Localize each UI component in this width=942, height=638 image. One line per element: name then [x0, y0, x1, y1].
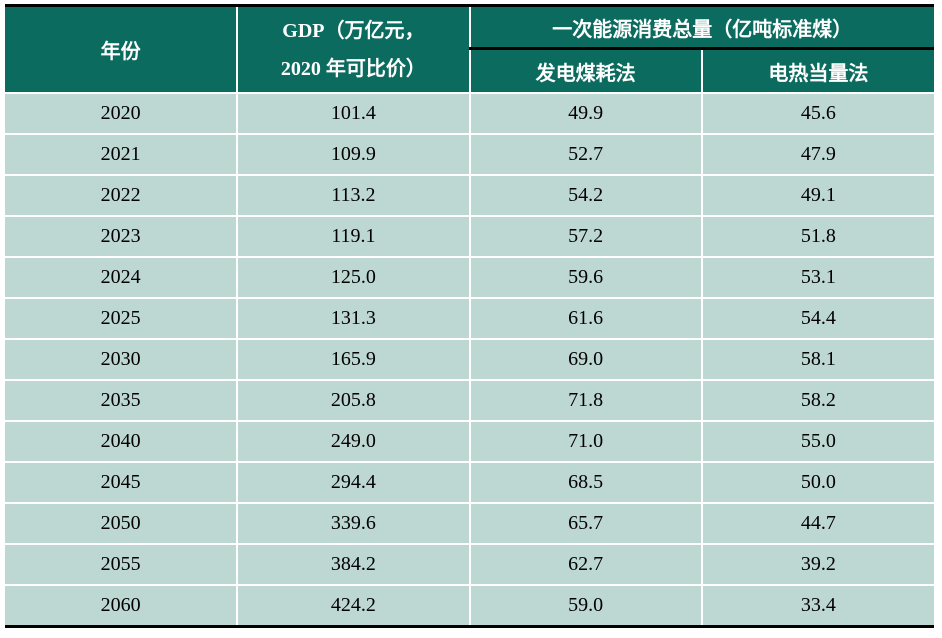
year-cell: 2030 — [5, 338, 239, 381]
coal-cell: 49.9 — [468, 92, 703, 135]
gdp-cell: 339.6 — [236, 502, 471, 545]
year-cell: 2050 — [5, 502, 239, 545]
table-row: 2024 125.0 59.6 53.1 — [5, 256, 934, 299]
table-row: 2025 131.3 61.6 54.4 — [5, 297, 934, 340]
year-cell: 2055 — [5, 543, 239, 586]
coal-cell: 71.8 — [468, 379, 703, 422]
coal-cell: 52.7 — [468, 133, 703, 176]
heat-cell: 54.4 — [700, 297, 934, 340]
gdp-cell: 109.9 — [236, 133, 471, 176]
table-row: 2030 165.9 69.0 58.1 — [5, 338, 934, 381]
coal-method-header: 发电煤耗法 — [469, 47, 703, 94]
heat-method-header: 电热当量法 — [700, 47, 934, 94]
coal-cell: 61.6 — [468, 297, 703, 340]
year-cell: 2023 — [5, 215, 239, 258]
table-row: 2060 424.2 59.0 33.4 — [5, 584, 934, 628]
heat-cell: 53.1 — [700, 256, 934, 299]
coal-cell: 59.6 — [468, 256, 703, 299]
energy-group-header: 一次能源消费总量（亿吨标准煤） — [468, 4, 934, 50]
heat-cell: 58.2 — [700, 379, 934, 422]
coal-cell: 57.2 — [468, 215, 703, 258]
heat-cell: 47.9 — [700, 133, 934, 176]
coal-cell: 62.7 — [468, 543, 703, 586]
table-row: 2023 119.1 57.2 51.8 — [5, 215, 934, 258]
gdp-cell: 294.4 — [236, 461, 471, 504]
gdp-cell: 119.1 — [236, 215, 471, 258]
year-cell: 2045 — [5, 461, 239, 504]
year-cell: 2020 — [5, 92, 239, 135]
gdp-cell: 101.4 — [236, 92, 471, 135]
heat-cell: 50.0 — [700, 461, 934, 504]
gdp-energy-table: 年份 GDP（万亿元， 2020 年可比价） 一次能源消费总量（亿吨标准煤） 发… — [5, 4, 934, 628]
coal-cell: 71.0 — [468, 420, 703, 463]
gdp-header-line2: 2020 年可比价） — [280, 57, 426, 80]
header-row-top: 年份 GDP（万亿元， 2020 年可比价） 一次能源消费总量（亿吨标准煤） — [5, 4, 934, 94]
year-cell: 2022 — [5, 174, 239, 217]
gdp-cell: 249.0 — [236, 420, 471, 463]
table-row: 2045 294.4 68.5 50.0 — [5, 461, 934, 504]
gdp-cell: 125.0 — [236, 256, 471, 299]
heat-cell: 58.1 — [700, 338, 934, 381]
coal-cell: 65.7 — [468, 502, 703, 545]
table-row: 2050 339.6 65.7 44.7 — [5, 502, 934, 545]
table-row: 2035 205.8 71.8 58.2 — [5, 379, 934, 422]
gdp-cell: 384.2 — [236, 543, 471, 586]
table-body: 2020 101.4 49.9 45.6 2021 109.9 52.7 47.… — [5, 92, 934, 628]
year-cell: 2021 — [5, 133, 239, 176]
year-cell: 2035 — [5, 379, 239, 422]
heat-cell: 33.4 — [700, 584, 934, 628]
year-cell: 2060 — [5, 584, 239, 628]
heat-cell: 49.1 — [700, 174, 934, 217]
table-row: 2022 113.2 54.2 49.1 — [5, 174, 934, 217]
coal-cell: 54.2 — [468, 174, 703, 217]
heat-cell: 45.6 — [700, 92, 934, 135]
coal-cell: 68.5 — [468, 461, 703, 504]
table-header: 年份 GDP（万亿元， 2020 年可比价） 一次能源消费总量（亿吨标准煤） 发… — [5, 4, 934, 94]
coal-cell: 69.0 — [468, 338, 703, 381]
year-column-header: 年份 — [5, 4, 239, 94]
heat-cell: 51.8 — [700, 215, 934, 258]
heat-cell: 39.2 — [700, 543, 934, 586]
gdp-cell: 165.9 — [236, 338, 471, 381]
heat-cell: 44.7 — [700, 502, 934, 545]
gdp-cell: 424.2 — [236, 584, 471, 628]
header-row-sub: 发电煤耗法 电热当量法 — [5, 47, 934, 94]
gdp-cell: 113.2 — [236, 174, 471, 217]
table-row: 2021 109.9 52.7 47.9 — [5, 133, 934, 176]
heat-cell: 55.0 — [700, 420, 934, 463]
gdp-column-header: GDP（万亿元， 2020 年可比价） — [236, 4, 471, 94]
gdp-header-line1: GDP（万亿元， — [282, 19, 425, 42]
table-row: 2020 101.4 49.9 45.6 — [5, 92, 934, 135]
gdp-cell: 131.3 — [236, 297, 471, 340]
year-cell: 2024 — [5, 256, 239, 299]
year-cell: 2040 — [5, 420, 239, 463]
gdp-cell: 205.8 — [236, 379, 471, 422]
table-row: 2040 249.0 71.0 55.0 — [5, 420, 934, 463]
coal-cell: 59.0 — [468, 584, 703, 628]
table-row: 2055 384.2 62.7 39.2 — [5, 543, 934, 586]
year-cell: 2025 — [5, 297, 239, 340]
